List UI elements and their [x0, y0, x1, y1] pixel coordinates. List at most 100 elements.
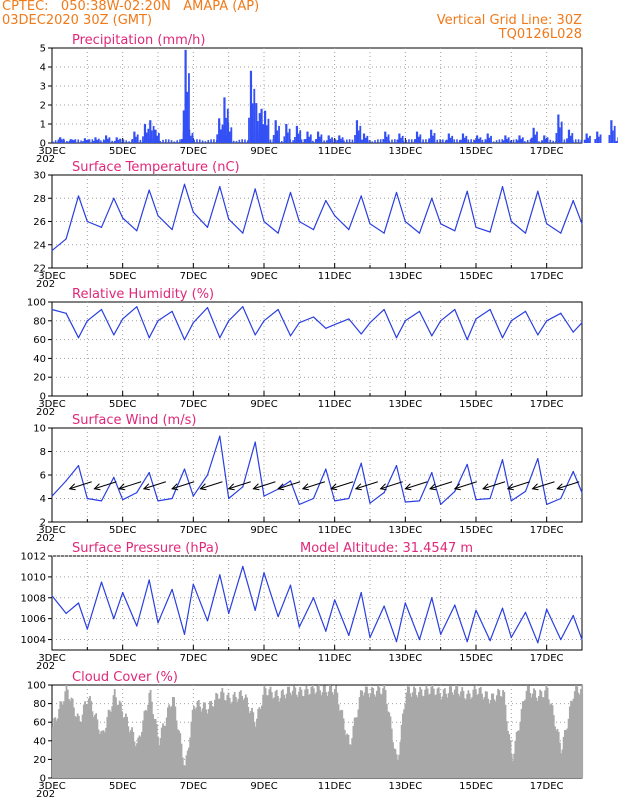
cloud-bar [419, 686, 422, 778]
cloud-bar [530, 697, 533, 778]
wind-arrow-head [453, 483, 461, 491]
cloud-bar [243, 698, 246, 778]
precip-bar [502, 140, 505, 143]
wind-ytick-label: 8 [40, 447, 46, 458]
cloud-bar [432, 688, 435, 778]
wind-point [242, 486, 244, 488]
cloud-bar [75, 716, 78, 778]
temp-point [65, 238, 67, 240]
precip-bar [362, 133, 366, 143]
cloud-bar [563, 729, 566, 778]
cloud-bar [89, 696, 91, 778]
precip-bar [207, 140, 210, 143]
cloud-bar [406, 686, 409, 778]
precip-bar [583, 139, 586, 143]
cloud-bar [413, 686, 415, 778]
cloud-bar [414, 688, 417, 778]
cloud-bar [573, 691, 576, 778]
rh-point [475, 318, 477, 320]
cloud-bar [401, 713, 404, 778]
rh-ytick-label: 80 [33, 316, 46, 327]
precip-bar [80, 140, 82, 143]
cloud-bar [192, 706, 195, 778]
temp-point [325, 199, 327, 202]
cloud-bar [450, 686, 453, 778]
cloud-bar [327, 691, 330, 778]
rh-point [148, 337, 150, 339]
precip-bar [560, 121, 563, 143]
cloud-bar [97, 729, 100, 778]
wind-point [312, 497, 315, 500]
cloud-bar [441, 696, 444, 778]
precip-bar [253, 88, 256, 143]
cloud-bar [436, 688, 439, 778]
precip-bar [312, 140, 314, 143]
cloud-bar [482, 699, 485, 778]
precip-bar [400, 137, 402, 143]
cloud-bar [178, 730, 180, 778]
cloud-bar [154, 718, 157, 778]
cloud-bar [340, 709, 342, 778]
cloud-bar [483, 696, 486, 778]
press-point [171, 588, 173, 591]
precip-bar [543, 135, 546, 143]
cloud-bar [228, 697, 231, 778]
cloud-bar [416, 697, 419, 778]
precip-bar [515, 139, 518, 143]
precip-bar [473, 139, 475, 143]
precip-bar [512, 139, 515, 143]
press-point [572, 614, 574, 617]
temp-xtick-label: 13DEC [388, 271, 422, 282]
wind-point [475, 499, 477, 501]
cloud-bar [410, 696, 413, 778]
cloud-bar [502, 690, 504, 778]
rh-xtick-label: 15DEC [459, 399, 493, 410]
cloud-bar [388, 712, 391, 778]
cloud-bar [272, 698, 274, 778]
wind-point [572, 470, 574, 473]
cloud-bar [244, 694, 247, 778]
cloud-bar [526, 685, 529, 778]
temp-point [242, 232, 244, 234]
precip-bar [133, 131, 136, 143]
rh-ytick-label: 100 [27, 298, 46, 309]
temp-point [86, 220, 88, 223]
cloud-bar [305, 685, 308, 778]
precip-bar [248, 117, 250, 143]
precip-bar [431, 135, 434, 143]
cloud-bar [59, 701, 62, 778]
temp-point [312, 229, 315, 231]
precip-ytick-label: 2 [40, 101, 46, 112]
press-point [369, 636, 371, 639]
press-xtick-label: 17DEC [530, 653, 564, 664]
cloud-bar [531, 693, 534, 778]
temp-point [360, 195, 362, 197]
precip-bar [204, 141, 207, 143]
temp-point [348, 229, 350, 231]
precip-bar [524, 141, 526, 143]
cloud-bar [183, 764, 185, 778]
precip-bar [158, 133, 160, 143]
cloud-bar [525, 690, 528, 778]
cloud-bar [216, 693, 219, 778]
cloud-bar [551, 705, 554, 778]
cloud-bar [204, 702, 206, 778]
precip-bar [145, 132, 148, 143]
cloud-bar [84, 701, 86, 778]
cloud-bar [567, 718, 570, 778]
press-point [136, 625, 138, 627]
model-altitude-label: Model Altitude: 31.4547 m [300, 541, 473, 556]
cloud-ytick-label: 100 [27, 681, 46, 692]
cloud-bar [121, 711, 124, 778]
precip-bar [159, 141, 162, 143]
wind-xtick-label: 13DEC [388, 525, 422, 536]
cloud-bar [191, 709, 194, 778]
cloud-bar [383, 685, 386, 778]
cloud-bar [309, 693, 312, 778]
cloud-bar [190, 721, 193, 778]
precip-bar [85, 140, 88, 143]
cloud-bar [364, 686, 367, 778]
cloud-bar [486, 691, 488, 778]
cloud-bar [70, 697, 73, 778]
cloud-bar [398, 754, 401, 778]
